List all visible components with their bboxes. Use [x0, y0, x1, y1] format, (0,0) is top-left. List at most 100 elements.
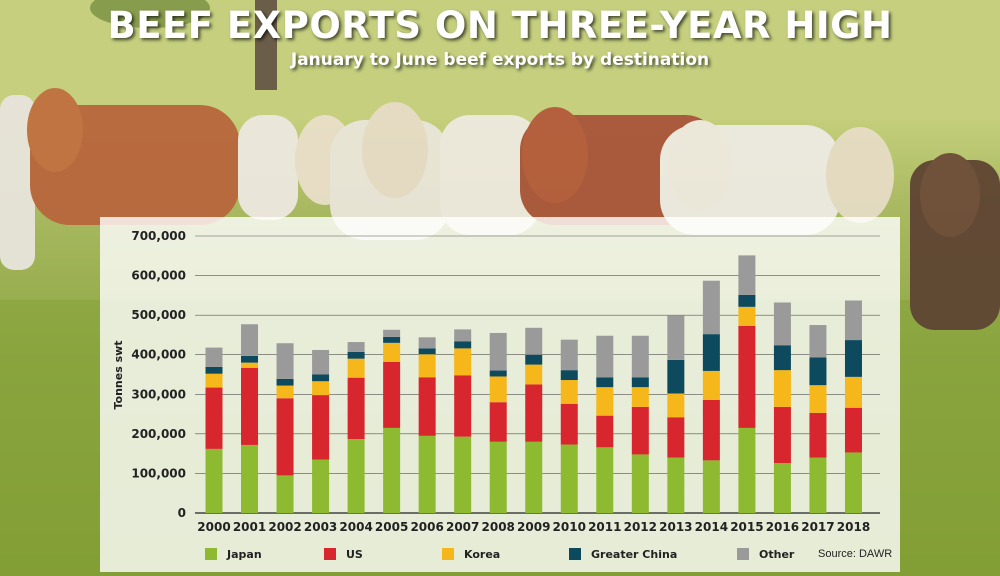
bar-segment-korea: [347, 358, 365, 378]
bar-segment-other: [205, 347, 223, 367]
bar-segment-korea: [702, 370, 720, 400]
bar-segment-korea: [276, 385, 294, 399]
bar-segment-japan: [702, 460, 720, 513]
x-tick-label: 2006: [410, 520, 443, 534]
bar-segment-greater-china: [525, 354, 543, 365]
bar-segment-japan: [631, 454, 649, 513]
bar-segment-us: [773, 406, 791, 464]
bar-segment-greater-china: [773, 345, 791, 371]
bar-segment-us: [809, 412, 827, 458]
x-tick-label: 2005: [375, 520, 408, 534]
y-tick-label: 700,000: [131, 229, 186, 243]
x-tick-label: 2011: [588, 520, 621, 534]
bar-segment-japan: [418, 435, 436, 513]
bar-segment-us: [205, 387, 223, 449]
legend-item-other: Other: [737, 548, 794, 564]
legend-label: Other: [759, 548, 795, 561]
bar-segment-korea: [596, 387, 614, 416]
bar-segment-greater-china: [454, 341, 472, 349]
x-tick-label: 2012: [624, 520, 657, 534]
bar-segment-other: [631, 335, 649, 378]
y-tick-label: 400,000: [131, 348, 186, 362]
source-note: Source: DAWR: [818, 548, 893, 560]
bar-segment-greater-china: [702, 334, 720, 371]
bar-segment-other: [844, 300, 862, 341]
bar-segment-us: [276, 398, 294, 476]
bar-segment-japan: [312, 459, 330, 513]
bar-segment-us: [454, 375, 472, 437]
bar-segment-korea: [667, 393, 685, 418]
x-tick-label: 2013: [659, 520, 692, 534]
page-title: BEEF EXPORTS ON THREE-YEAR HIGH: [107, 4, 893, 47]
bar-segment-korea: [631, 387, 649, 407]
bar-segment-greater-china: [667, 359, 685, 394]
bar-segment-us: [312, 395, 330, 460]
bar-segment-japan: [383, 427, 401, 513]
bar-segment-korea: [241, 362, 259, 368]
bar-segment-greater-china: [560, 370, 578, 381]
bar-segment-japan: [241, 444, 259, 513]
bar-segment-us: [383, 361, 401, 428]
bar-segment-greater-china: [809, 357, 827, 386]
bar-segment-greater-china: [738, 294, 756, 307]
x-tick-label: 2017: [801, 520, 834, 534]
bar-segment-japan: [560, 444, 578, 513]
bar-segment-other: [418, 337, 436, 349]
bar-segment-us: [525, 384, 543, 442]
bar-segment-japan: [773, 463, 791, 513]
legend-item-us: US: [324, 548, 363, 564]
bar-segment-japan: [205, 448, 223, 513]
legend-swatch: [442, 548, 454, 560]
bar-segment-other: [773, 302, 791, 346]
x-tick-label: 2007: [446, 520, 479, 534]
x-tick-label: 2002: [268, 520, 301, 534]
legend-item-japan: Japan: [205, 548, 262, 564]
bar-segment-other: [489, 332, 507, 371]
legend-label: US: [346, 548, 363, 561]
bar-segment-greater-china: [631, 377, 649, 388]
bar-segment-other: [702, 280, 720, 335]
bar-segment-us: [667, 417, 685, 458]
bar-segment-other: [241, 324, 259, 356]
bar-segment-korea: [383, 342, 401, 362]
bar-segment-us: [738, 325, 756, 428]
bar-segment-greater-china: [489, 370, 507, 377]
bar-segment-greater-china: [418, 348, 436, 355]
bar-segment-japan: [525, 441, 543, 513]
legend-item-korea: Korea: [442, 548, 500, 564]
bar-segment-us: [489, 402, 507, 442]
bar-segment-us: [560, 403, 578, 445]
bar-segment-us: [241, 367, 259, 445]
legend-swatch: [569, 548, 581, 560]
bar-segment-japan: [454, 436, 472, 513]
x-tick-label: 2016: [766, 520, 799, 534]
bar-segment-other: [276, 343, 294, 379]
bar-segment-japan: [276, 475, 294, 513]
legend-swatch: [324, 548, 336, 560]
x-tick-label: 2004: [339, 520, 372, 534]
x-tick-label: 2008: [482, 520, 515, 534]
legend-item-greater-china: Greater China: [569, 548, 677, 564]
bar-segment-other: [596, 335, 614, 378]
bar-segment-korea: [560, 380, 578, 404]
bar-segment-greater-china: [241, 355, 259, 363]
y-tick-label: 100,000: [131, 466, 186, 480]
bar-segment-japan: [489, 441, 507, 513]
bar-segment-japan: [596, 447, 614, 513]
y-tick-label: 600,000: [131, 269, 186, 283]
bar-segment-korea: [738, 306, 756, 326]
y-tick-label: 200,000: [131, 427, 186, 441]
x-tick-label: 2010: [553, 520, 586, 534]
bar-segment-us: [418, 377, 436, 436]
bar-segment-korea: [418, 354, 436, 378]
x-tick-label: 2014: [695, 520, 728, 534]
bar-segment-us: [631, 406, 649, 455]
x-tick-label: 2015: [730, 520, 763, 534]
bar-segment-us: [702, 399, 720, 461]
y-tick-label: 0: [178, 506, 186, 520]
legend-label: Greater China: [591, 548, 678, 561]
legend-swatch: [205, 548, 217, 560]
bar-segment-korea: [773, 370, 791, 407]
